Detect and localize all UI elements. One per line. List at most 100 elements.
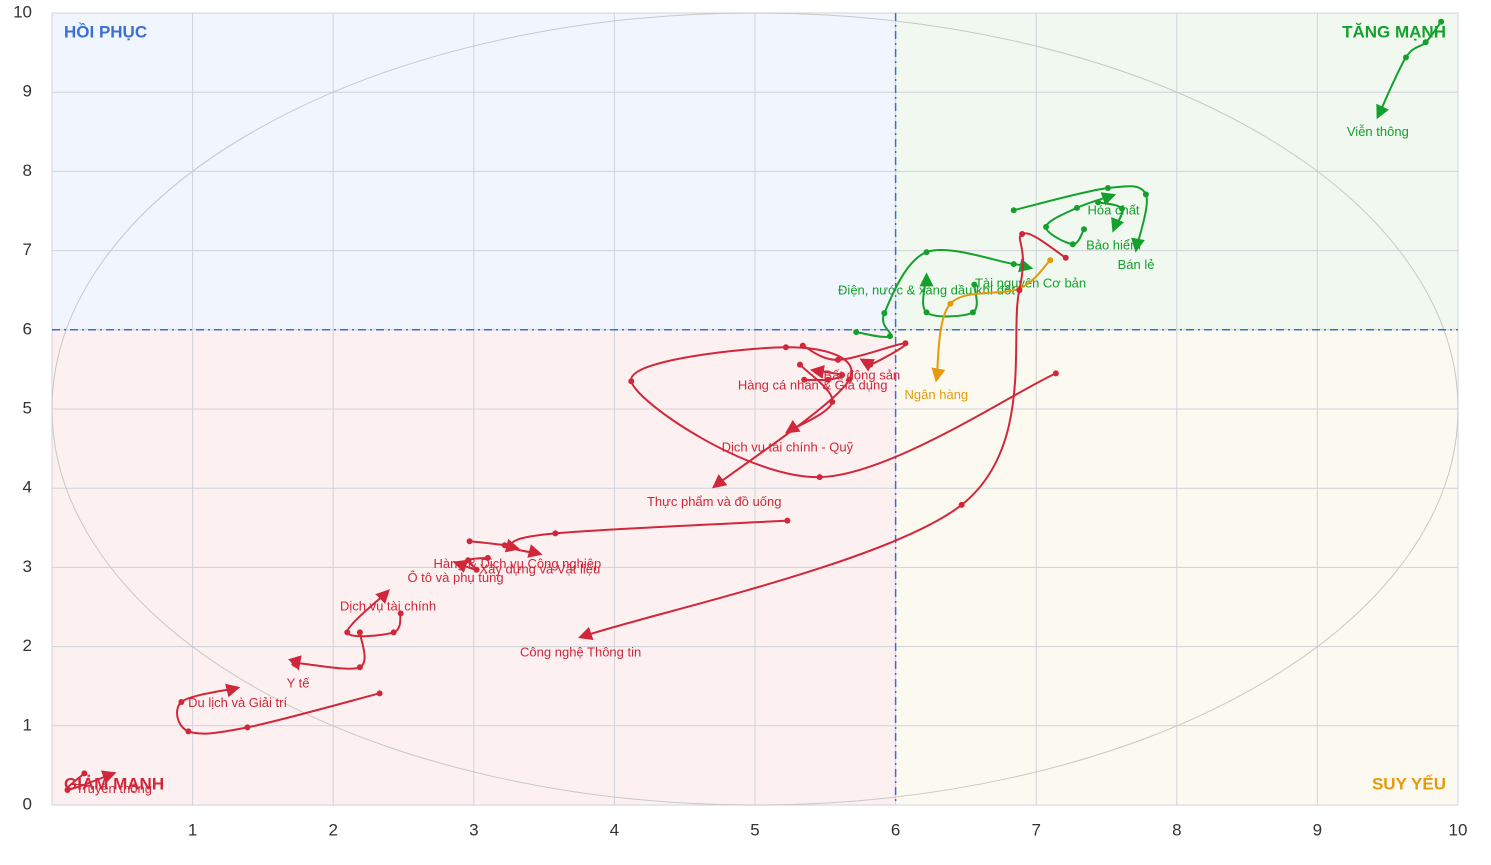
- y-tick-label: 2: [23, 636, 32, 655]
- x-tick-label: 5: [750, 820, 759, 839]
- trail-point: [834, 356, 841, 363]
- trail-point: [1402, 54, 1409, 61]
- trail-point: [178, 699, 185, 706]
- trail-point: [1073, 204, 1080, 211]
- trail-point: [484, 554, 491, 561]
- trail: [1013, 185, 1148, 253]
- y-tick-label: 5: [23, 398, 32, 417]
- series-label: Y tế: [287, 675, 311, 690]
- x-tick-label: 6: [891, 820, 900, 839]
- y-tick-label: 1: [23, 715, 32, 734]
- x-tick-label: 3: [469, 820, 478, 839]
- series-label: Hàng cá nhân & Gia dụng: [738, 378, 888, 393]
- quadrant-label: HỒI PHỤC: [64, 22, 147, 41]
- y-tick-label: 7: [23, 240, 32, 259]
- trail: [1376, 21, 1442, 120]
- trail-point: [244, 724, 251, 731]
- y-tick-label: 3: [23, 557, 32, 576]
- y-tick-label: 4: [23, 478, 32, 497]
- trail-point: [356, 629, 363, 636]
- trail-point: [816, 474, 823, 481]
- trail-point: [971, 281, 978, 288]
- trail: [630, 346, 1057, 489]
- series-label: Hóa chất: [1088, 203, 1140, 218]
- trail-point: [1118, 205, 1125, 212]
- series-label: Điện, nước & xăng dầu khí đốt: [838, 283, 1015, 298]
- x-tick-label: 9: [1313, 820, 1322, 839]
- trail-point: [1010, 207, 1017, 214]
- series-label: Thực phẩm và đồ uống: [647, 494, 781, 509]
- x-tick-label: 7: [1031, 820, 1040, 839]
- trail-point: [1043, 223, 1050, 230]
- trail-point: [881, 310, 888, 317]
- trail-point: [628, 378, 635, 385]
- quadrant-label: GIẢM MẠNH: [64, 774, 164, 793]
- series-label: Viễn thông: [1347, 124, 1409, 139]
- x-tick-label: 10: [1449, 820, 1468, 839]
- trail-point: [390, 629, 397, 636]
- x-tick-label: 2: [328, 820, 337, 839]
- series-label: Bảo hiểm: [1086, 237, 1141, 252]
- trail-point: [923, 309, 930, 316]
- trail-point: [1142, 191, 1149, 198]
- trail-point: [552, 530, 559, 537]
- trail-point: [1047, 257, 1054, 264]
- series-label: Công nghệ Thông tin: [520, 645, 641, 660]
- ellipse: [51, 12, 1459, 806]
- y-tick-label: 6: [23, 319, 32, 338]
- trail-point: [1095, 199, 1102, 206]
- trail-point: [846, 376, 853, 383]
- trail: [288, 632, 366, 671]
- trail-point: [867, 361, 874, 368]
- y-tick-label: 8: [23, 161, 32, 180]
- y-tick-label: 9: [23, 82, 32, 101]
- trail-point: [886, 333, 893, 340]
- series-label: Dịch vụ tài chính - Quỹ: [722, 439, 854, 454]
- trail: [346, 589, 402, 638]
- trail-point: [1069, 241, 1076, 248]
- trail: [176, 683, 380, 735]
- trail-point: [902, 340, 909, 347]
- trail-point: [969, 309, 976, 316]
- trail-point: [81, 770, 88, 777]
- series-label: Ô tô và phụ tùng: [407, 570, 503, 585]
- y-tick-label: 10: [13, 2, 32, 21]
- series-label: Tài nguyên Cơ bản: [975, 275, 1086, 290]
- x-tick-label: 8: [1172, 820, 1181, 839]
- series-label: Du lịch và Giải trí: [188, 695, 287, 710]
- trail-point: [1016, 287, 1023, 294]
- trail-point: [958, 501, 965, 508]
- trail-point: [796, 361, 803, 368]
- quadrant-label: TĂNG MẠNH: [1342, 22, 1446, 41]
- x-tick-label: 1: [188, 820, 197, 839]
- series-label: Bán lẻ: [1118, 257, 1155, 272]
- series-label: Bất động sản: [824, 367, 901, 382]
- trail-point: [801, 376, 808, 383]
- trail: [804, 365, 844, 382]
- trail-point: [825, 376, 832, 383]
- series-label: Ngân hàng: [905, 387, 969, 402]
- series-label: Xây dựng và Vật liệu: [480, 561, 601, 576]
- trail-point: [1019, 230, 1026, 237]
- trail: [919, 272, 978, 318]
- trail-point: [376, 690, 383, 697]
- trail-point: [1104, 185, 1111, 192]
- trail-point: [185, 728, 192, 735]
- trail-point: [1052, 370, 1059, 377]
- trail-point: [839, 371, 846, 378]
- trail-point: [397, 610, 404, 617]
- trail-point: [1438, 18, 1445, 25]
- trail-point: [293, 660, 300, 667]
- trail-point: [923, 249, 930, 256]
- trail-point: [1422, 39, 1429, 46]
- quadrant-label: SUY YẾU: [1372, 774, 1446, 793]
- trail-point: [947, 300, 954, 307]
- trail: [452, 556, 488, 573]
- trail: [931, 259, 1051, 383]
- trail-point: [782, 344, 789, 351]
- trail-point: [1010, 261, 1017, 268]
- trail-point: [356, 664, 363, 671]
- y-tick-label: 0: [23, 794, 32, 813]
- series-label: Truyền thông: [76, 781, 152, 796]
